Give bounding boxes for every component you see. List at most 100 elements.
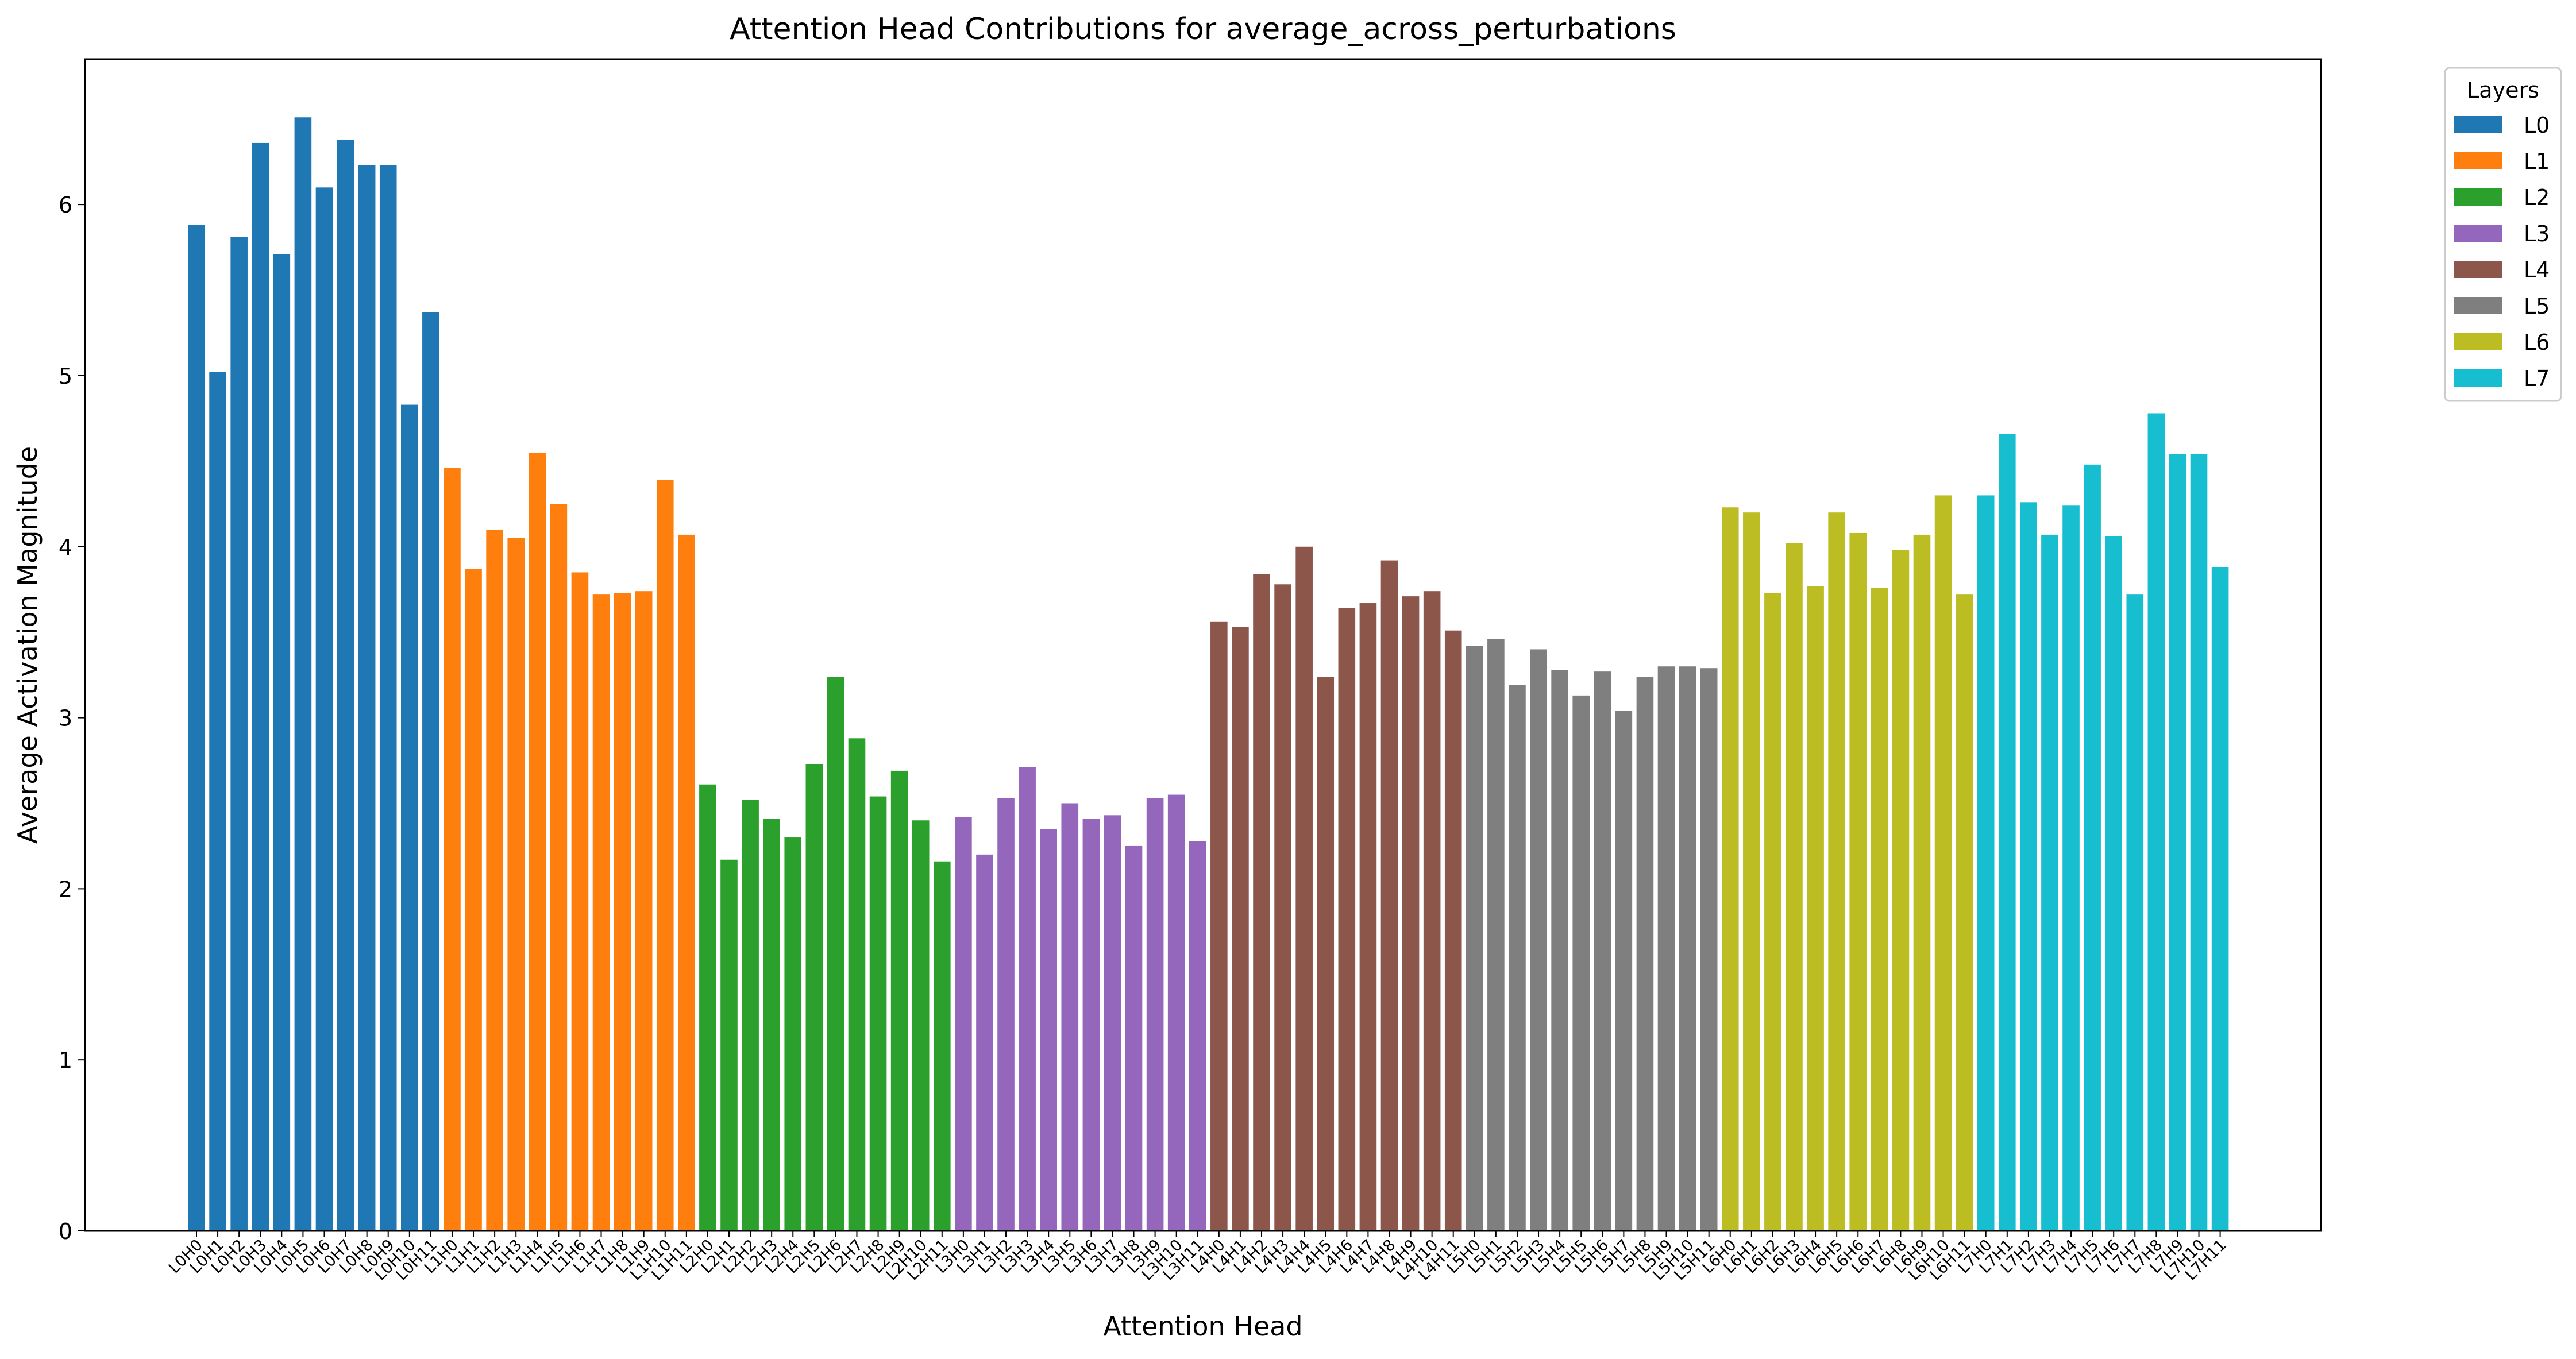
bar-l7h1 <box>1999 434 2016 1231</box>
y-tick-label: 2 <box>59 877 72 902</box>
x-tick-labels: L0H0L0H1L0H2L0H3L0H4L0H5L0H6L0H7L0H8L0H9… <box>165 1231 2230 1284</box>
bar-l6h10 <box>1934 495 1952 1231</box>
bar-l1h7 <box>592 594 610 1231</box>
bar-l7h7 <box>2126 594 2144 1231</box>
bar-l0h0 <box>188 225 205 1231</box>
bar-l7h8 <box>2147 413 2165 1231</box>
bar-l4h3 <box>1274 584 1291 1231</box>
bar-l4h1 <box>1232 627 1249 1231</box>
bar-l4h7 <box>1359 603 1377 1231</box>
legend-label-l7: L7 <box>2524 366 2550 391</box>
bar-l0h1 <box>209 372 226 1231</box>
bar-l5h10 <box>1679 666 1696 1231</box>
bar-l1h2 <box>486 529 503 1231</box>
bar-l4h11 <box>1444 630 1462 1231</box>
y-tick-label: 1 <box>59 1048 72 1073</box>
legend-swatch-l2 <box>2454 188 2502 206</box>
bar-l4h5 <box>1317 677 1335 1231</box>
bar-l1h1 <box>465 569 482 1231</box>
legend-items: L0 L1 L2 L3 L4 L5 L6 L7 <box>2454 113 2550 391</box>
bar-l1h5 <box>550 504 568 1231</box>
bar-l6h1 <box>1743 512 1760 1231</box>
legend-title: Layers <box>2467 78 2539 103</box>
bar-l3h8 <box>1125 845 1143 1231</box>
y-ticks: 0 1 2 3 4 5 6 <box>59 192 85 1244</box>
bar-l7h10 <box>2190 454 2208 1231</box>
bar-l6h3 <box>1786 543 1803 1231</box>
bar-l0h4 <box>273 254 291 1231</box>
bar-l1h4 <box>529 452 546 1231</box>
bar-l3h5 <box>1061 803 1079 1231</box>
legend-box <box>2444 67 2562 402</box>
bar-l0h8 <box>358 165 376 1231</box>
bar-l1h0 <box>444 468 461 1231</box>
legend-swatch-l0 <box>2454 116 2502 133</box>
bar-l5h7 <box>1615 711 1633 1231</box>
bar-l5h5 <box>1572 695 1590 1231</box>
legend-label-l0: L0 <box>2524 113 2550 138</box>
bar-l5h1 <box>1487 639 1505 1231</box>
bar-l3h6 <box>1082 819 1100 1231</box>
bar-l3h4 <box>1040 829 1057 1231</box>
y-tick-label: 0 <box>59 1219 72 1244</box>
bar-l3h7 <box>1104 815 1121 1231</box>
legend-swatch-l7 <box>2454 369 2502 387</box>
bar-l0h11 <box>422 312 439 1231</box>
bar-l3h9 <box>1146 798 1164 1231</box>
bar-l5h3 <box>1530 649 1547 1231</box>
bar-l4h9 <box>1402 596 1420 1231</box>
bar-l6h11 <box>1956 594 1973 1231</box>
bar-l4h6 <box>1338 608 1356 1231</box>
bar-l7h9 <box>2169 454 2186 1231</box>
bar-l3h3 <box>1019 767 1036 1231</box>
legend-label-l4: L4 <box>2524 257 2550 283</box>
y-axis-label: Average Activation Magnitude <box>12 446 43 844</box>
legend-label-l5: L5 <box>2524 294 2550 319</box>
bar-l1h8 <box>614 593 631 1231</box>
bar-l3h10 <box>1167 794 1185 1231</box>
bar-l5h6 <box>1594 671 1611 1231</box>
bar-l7h2 <box>2020 502 2037 1231</box>
bar-l4h0 <box>1210 621 1228 1231</box>
legend-swatch-l6 <box>2454 333 2502 350</box>
bar-l6h4 <box>1807 586 1824 1231</box>
bar-l2h2 <box>742 800 759 1231</box>
bar-l2h7 <box>848 738 866 1231</box>
bar-l7h0 <box>1977 495 1995 1231</box>
bar-l6h2 <box>1764 593 1781 1231</box>
bar-l0h10 <box>401 404 418 1231</box>
bar-l6h7 <box>1871 588 1888 1231</box>
bar-l6h9 <box>1913 534 1931 1231</box>
bar-l4h2 <box>1253 574 1270 1231</box>
bars-group <box>188 117 2229 1231</box>
chart-title: Attention Head Contributions for average… <box>730 12 1676 47</box>
legend-label-l3: L3 <box>2524 221 2550 246</box>
bar-l1h3 <box>507 538 525 1231</box>
bar-l6h5 <box>1828 512 1845 1231</box>
bar-l1h11 <box>678 534 695 1231</box>
bar-l1h6 <box>571 572 589 1231</box>
bar-l4h8 <box>1380 560 1398 1231</box>
bar-l2h1 <box>720 859 738 1231</box>
bar-l0h5 <box>294 117 312 1231</box>
legend-swatch-l4 <box>2454 261 2502 278</box>
bar-l2h5 <box>805 763 823 1231</box>
bar-l0h9 <box>379 165 397 1231</box>
bar-l2h10 <box>912 820 930 1231</box>
bar-l7h5 <box>2084 464 2101 1231</box>
bar-l4h10 <box>1423 591 1441 1231</box>
bar-l1h9 <box>635 591 653 1231</box>
bar-l5h8 <box>1636 677 1654 1231</box>
x-axis-label: Attention Head <box>1103 1311 1302 1342</box>
bar-l5h0 <box>1466 646 1483 1231</box>
legend-swatch-l5 <box>2454 297 2502 314</box>
legend-label-l6: L6 <box>2524 330 2550 355</box>
bar-l5h2 <box>1509 685 1526 1231</box>
bar-l3h11 <box>1189 840 1206 1231</box>
bar-l7h3 <box>2041 534 2058 1231</box>
bar-l2h11 <box>934 861 951 1231</box>
bar-l6h0 <box>1721 507 1739 1231</box>
y-tick-label: 4 <box>59 535 72 560</box>
bar-l5h4 <box>1551 670 1568 1231</box>
